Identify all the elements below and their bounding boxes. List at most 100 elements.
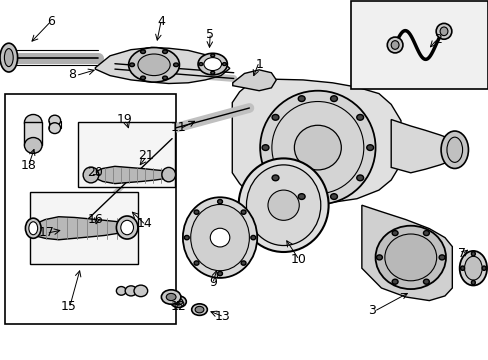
Ellipse shape	[384, 234, 436, 281]
Ellipse shape	[390, 41, 398, 49]
Text: 11: 11	[170, 121, 186, 134]
Polygon shape	[95, 48, 229, 84]
Text: 1: 1	[255, 58, 263, 71]
Bar	[78, 122, 175, 187]
Ellipse shape	[141, 50, 145, 54]
Ellipse shape	[246, 165, 320, 246]
Ellipse shape	[0, 43, 18, 72]
Ellipse shape	[190, 204, 249, 271]
Ellipse shape	[191, 304, 207, 315]
Ellipse shape	[174, 298, 183, 305]
Ellipse shape	[356, 114, 363, 120]
Text: 18: 18	[20, 159, 36, 172]
Ellipse shape	[194, 210, 199, 214]
Ellipse shape	[481, 266, 485, 270]
Ellipse shape	[25, 218, 41, 238]
Ellipse shape	[210, 54, 214, 57]
Ellipse shape	[134, 285, 147, 297]
Text: 21: 21	[138, 149, 153, 162]
Ellipse shape	[356, 175, 363, 181]
Text: 16: 16	[87, 213, 103, 226]
Text: 7: 7	[457, 247, 465, 260]
Ellipse shape	[222, 63, 226, 66]
Ellipse shape	[459, 251, 486, 285]
Ellipse shape	[4, 49, 13, 67]
Ellipse shape	[464, 256, 481, 280]
Ellipse shape	[210, 71, 214, 74]
Bar	[30, 192, 138, 264]
Polygon shape	[232, 79, 400, 202]
Ellipse shape	[262, 145, 268, 150]
Ellipse shape	[121, 220, 133, 235]
Ellipse shape	[391, 230, 397, 235]
Text: 15: 15	[61, 300, 76, 313]
Ellipse shape	[460, 266, 464, 270]
Ellipse shape	[198, 53, 227, 75]
Text: 14: 14	[136, 217, 152, 230]
Ellipse shape	[271, 175, 278, 181]
Text: 13: 13	[214, 310, 230, 323]
Ellipse shape	[267, 190, 299, 220]
Bar	[24, 122, 42, 145]
Ellipse shape	[83, 167, 99, 183]
Ellipse shape	[439, 27, 447, 36]
Ellipse shape	[423, 279, 428, 284]
Ellipse shape	[294, 125, 341, 170]
Ellipse shape	[260, 91, 375, 204]
Ellipse shape	[195, 306, 203, 313]
Ellipse shape	[141, 76, 145, 80]
Ellipse shape	[470, 280, 474, 285]
Ellipse shape	[194, 261, 199, 265]
Ellipse shape	[166, 293, 176, 301]
Ellipse shape	[376, 255, 382, 260]
Ellipse shape	[241, 210, 245, 214]
Ellipse shape	[238, 158, 328, 252]
Bar	[350, 1, 487, 89]
Ellipse shape	[391, 279, 397, 284]
Ellipse shape	[49, 115, 61, 126]
Ellipse shape	[129, 63, 134, 67]
Ellipse shape	[375, 226, 445, 289]
Ellipse shape	[162, 50, 167, 54]
Ellipse shape	[330, 194, 337, 199]
Text: 20: 20	[87, 166, 103, 179]
Polygon shape	[390, 120, 456, 173]
Ellipse shape	[125, 286, 137, 296]
Text: 17: 17	[39, 226, 54, 239]
Text: 12: 12	[170, 300, 186, 313]
Ellipse shape	[49, 123, 61, 134]
Ellipse shape	[199, 63, 203, 66]
Polygon shape	[232, 70, 276, 91]
Ellipse shape	[298, 96, 305, 102]
Ellipse shape	[116, 216, 138, 239]
Ellipse shape	[366, 145, 373, 150]
Ellipse shape	[203, 58, 221, 71]
Ellipse shape	[173, 63, 178, 67]
Ellipse shape	[470, 252, 474, 256]
Ellipse shape	[386, 37, 402, 53]
Ellipse shape	[161, 290, 181, 304]
Ellipse shape	[162, 167, 175, 182]
Text: 5: 5	[206, 28, 214, 41]
Text: 3: 3	[367, 304, 375, 317]
Ellipse shape	[24, 114, 42, 130]
Polygon shape	[93, 166, 167, 184]
Text: 10: 10	[290, 253, 305, 266]
Ellipse shape	[128, 48, 179, 82]
Ellipse shape	[24, 138, 42, 153]
Text: 2: 2	[433, 33, 441, 46]
Ellipse shape	[423, 230, 428, 235]
Text: 4: 4	[157, 15, 165, 28]
Ellipse shape	[138, 54, 170, 76]
Text: 9: 9	[208, 276, 216, 289]
Ellipse shape	[440, 131, 468, 168]
Ellipse shape	[184, 235, 189, 240]
Ellipse shape	[330, 96, 337, 102]
Ellipse shape	[170, 296, 186, 307]
Text: 6: 6	[47, 15, 55, 28]
Ellipse shape	[250, 235, 255, 240]
Ellipse shape	[217, 271, 222, 276]
Ellipse shape	[241, 261, 245, 265]
Ellipse shape	[116, 287, 126, 295]
Ellipse shape	[29, 222, 38, 235]
